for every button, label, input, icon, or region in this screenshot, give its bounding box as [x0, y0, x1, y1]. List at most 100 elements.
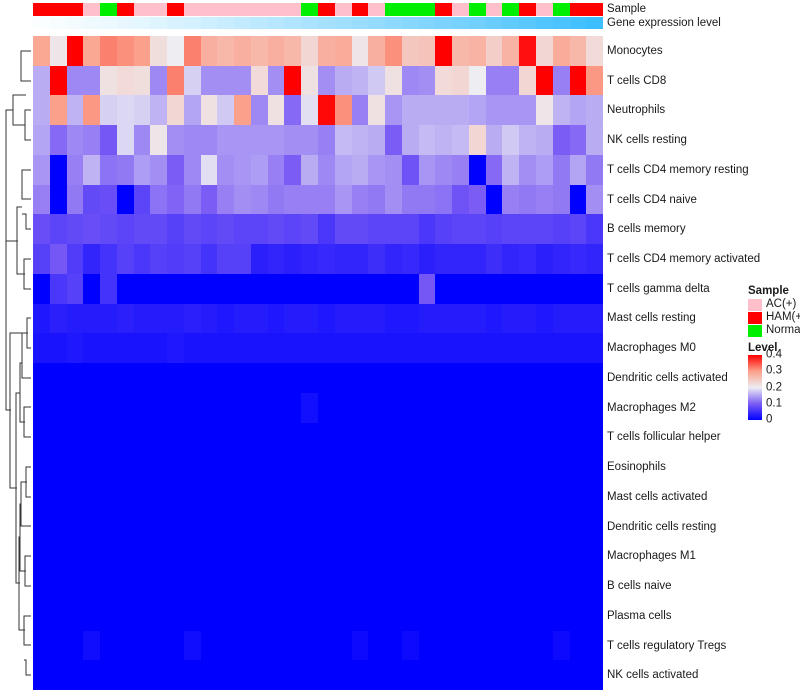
heatmap-cell [150, 630, 168, 661]
heatmap-cell [234, 422, 251, 453]
heatmap-cell [234, 125, 251, 155]
row-label: Dendritic cells resting [607, 520, 717, 533]
heatmap-grid [33, 36, 604, 691]
heatmap-cell [267, 452, 285, 483]
heatmap-cell [368, 511, 386, 542]
heatmap-cell [49, 184, 67, 215]
heatmap-cell [200, 273, 218, 304]
heatmap-cell [183, 452, 201, 483]
heatmap-cell [318, 630, 335, 661]
heatmap-cell [552, 244, 570, 274]
heatmap-cell [133, 392, 151, 423]
heatmap-cell [368, 660, 386, 691]
heatmap-cell [301, 244, 319, 274]
heatmap-cell [385, 154, 402, 185]
heatmap-cell [301, 482, 319, 512]
heatmap-cell [435, 244, 453, 274]
heatmap-cell [217, 333, 235, 364]
heatmap-cell [133, 184, 151, 215]
row-label: Monocytes [607, 44, 663, 57]
heatmap-cell [234, 65, 251, 96]
sample-legend-item: Normal [748, 324, 800, 337]
heatmap-cell [167, 571, 184, 601]
heatmap-cell [49, 333, 67, 364]
heatmap-cell [100, 36, 117, 66]
heatmap-cell [100, 125, 117, 155]
heatmap-cell [284, 482, 302, 512]
row-label: T cells follicular helper [607, 431, 721, 444]
heatmap-cell [535, 125, 553, 155]
heatmap-cell [301, 95, 319, 126]
heatmap-cell [435, 303, 453, 334]
heatmap-cell [552, 482, 570, 512]
heatmap-cell [66, 214, 84, 245]
heatmap-cell [49, 303, 67, 334]
heatmap-cell [116, 244, 134, 274]
heatmap-cell [468, 482, 486, 512]
heatmap-cell [183, 660, 201, 691]
heatmap-cell [33, 363, 50, 393]
legend-swatch [748, 324, 762, 337]
heatmap-cell [351, 303, 369, 334]
heatmap-cell [301, 541, 319, 572]
heatmap-cell [150, 333, 168, 364]
heatmap-cell [418, 600, 436, 631]
heatmap-cell [569, 630, 587, 661]
heatmap-cell [200, 452, 218, 483]
heatmap-cell [267, 303, 285, 334]
heatmap-cell [502, 422, 520, 453]
heatmap-cell [418, 363, 436, 393]
heatmap-cell [318, 95, 335, 126]
heatmap-cell [385, 392, 402, 423]
heatmap-cell [368, 452, 386, 483]
sample-annotation-cell [234, 3, 251, 16]
heatmap-cell [519, 630, 536, 661]
heatmap-cell [552, 511, 570, 542]
heatmap-cell [519, 452, 536, 483]
heatmap-cell [33, 333, 50, 364]
heatmap-cell [334, 273, 352, 304]
heatmap-cell [519, 36, 536, 66]
heatmap-cell [83, 244, 101, 274]
heatmap-cell [234, 333, 251, 364]
heatmap-cell [284, 244, 302, 274]
heatmap-cell [217, 630, 235, 661]
gene-expression-annotation-cell [569, 17, 587, 29]
heatmap-cell [435, 95, 453, 126]
heatmap-cell [418, 660, 436, 691]
heatmap-cell [100, 571, 117, 601]
heatmap-cell [502, 600, 520, 631]
heatmap-cell [33, 541, 50, 572]
heatmap-cell [552, 36, 570, 66]
heatmap-cell [133, 660, 151, 691]
sample-annotation-cell [502, 3, 520, 16]
heatmap-cell [586, 95, 604, 126]
heatmap-cell [116, 36, 134, 66]
level-legend: Level 0.4 0.3 0.2 0.1 0 [748, 342, 800, 425]
heatmap-cell [485, 422, 503, 453]
heatmap-cell [535, 36, 553, 66]
heatmap-cell [217, 571, 235, 601]
heatmap-cell [368, 482, 386, 512]
heatmap-cell [284, 541, 302, 572]
heatmap-cell [234, 363, 251, 393]
heatmap-cell [133, 333, 151, 364]
heatmap-cell [49, 660, 67, 691]
heatmap-cell [250, 541, 268, 572]
heatmap-cell [217, 244, 235, 274]
heatmap-cell [334, 571, 352, 601]
heatmap-cell [33, 125, 50, 155]
heatmap-cell [586, 303, 604, 334]
legend-label: HAM(+) [766, 310, 800, 323]
heatmap-cell [33, 65, 50, 96]
heatmap-cell [284, 303, 302, 334]
heatmap-cell [183, 422, 201, 453]
heatmap-cell [318, 154, 335, 185]
heatmap-cell [301, 65, 319, 96]
heatmap-cell [468, 660, 486, 691]
heatmap-cell [183, 214, 201, 245]
heatmap-cell [200, 125, 218, 155]
heatmap-cell [535, 95, 553, 126]
gene-expression-annotation-cell [351, 17, 369, 29]
heatmap-cell [133, 65, 151, 96]
